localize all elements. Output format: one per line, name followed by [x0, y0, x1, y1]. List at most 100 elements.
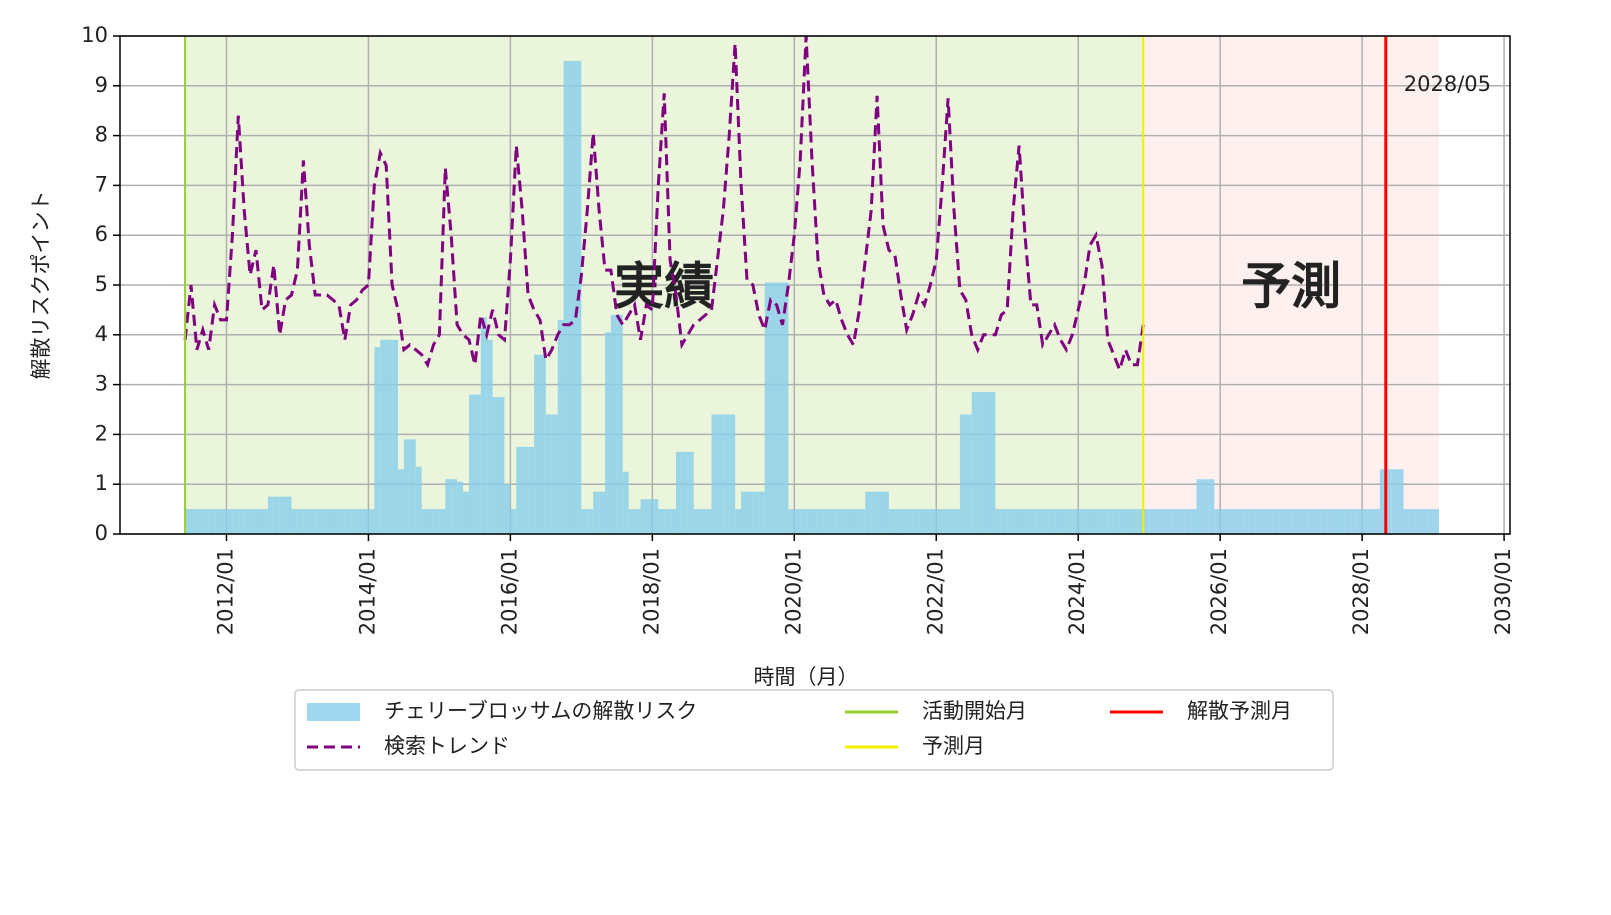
x-tick-label: 2018/01: [639, 548, 663, 635]
bar: [812, 509, 818, 534]
bar: [1326, 509, 1333, 534]
bar: [1427, 509, 1434, 534]
bar: [1297, 509, 1303, 534]
bar: [403, 439, 410, 534]
bar: [634, 509, 641, 534]
bar: [1267, 509, 1274, 534]
bar: [1190, 509, 1197, 534]
bar: [1308, 509, 1315, 534]
bar: [1184, 509, 1191, 534]
x-tick-label: 2020/01: [781, 548, 805, 635]
bar: [788, 509, 795, 534]
x-tick-label: 2026/01: [1207, 548, 1231, 635]
bar: [557, 319, 564, 534]
bar: [1137, 509, 1144, 534]
bar: [273, 496, 280, 534]
bar: [770, 282, 777, 534]
y-tick-label: 0: [95, 521, 108, 545]
bar: [214, 509, 221, 534]
bar: [794, 509, 801, 534]
bar: [1243, 509, 1250, 534]
y-tick-label: 4: [95, 322, 108, 346]
legend-label: 検索トレンド: [384, 734, 510, 758]
bar: [676, 451, 682, 534]
bar: [628, 509, 635, 534]
x-tick-label: 2022/01: [923, 548, 947, 635]
x-tick-label: 2014/01: [355, 548, 379, 635]
legend-label: 活動開始月: [922, 699, 1027, 723]
bar: [185, 509, 191, 534]
bar: [1285, 509, 1292, 534]
bar: [835, 509, 842, 534]
bar: [421, 509, 428, 534]
bar: [1344, 509, 1351, 534]
bar: [1314, 509, 1321, 534]
bar: [959, 414, 966, 534]
bar: [321, 509, 328, 534]
bar: [1214, 509, 1221, 534]
bar: [687, 451, 694, 534]
bar: [1054, 509, 1061, 534]
bar: [1232, 509, 1238, 534]
bar: [1131, 509, 1138, 534]
bar: [208, 509, 215, 534]
bar: [912, 509, 919, 534]
bar: [1084, 509, 1091, 534]
bar: [877, 491, 884, 534]
bar: [480, 317, 487, 534]
bar: [1048, 509, 1055, 534]
bar: [1178, 509, 1185, 534]
bar: [735, 509, 742, 534]
legend-label: チェリーブロッサムの解散リスク: [384, 699, 697, 723]
bar: [883, 491, 889, 534]
bar: [1320, 509, 1327, 534]
bar: [1125, 509, 1132, 534]
bar: [610, 314, 617, 534]
bar: [1007, 509, 1014, 534]
bar: [865, 491, 872, 534]
bar: [942, 509, 949, 534]
bar: [723, 414, 730, 534]
bar: [871, 491, 878, 534]
bar: [386, 339, 393, 534]
bar: [782, 282, 789, 534]
bar: [936, 509, 943, 534]
bar: [1379, 469, 1386, 534]
bar: [1373, 509, 1380, 534]
bar: [906, 509, 913, 534]
bar: [492, 397, 499, 534]
bar: [303, 509, 310, 534]
bar: [551, 414, 558, 534]
bar: [681, 451, 688, 534]
y-tick-label: 5: [95, 272, 108, 296]
bar: [1415, 509, 1422, 534]
bar: [1113, 509, 1120, 534]
bar: [392, 339, 398, 534]
bar: [894, 509, 901, 534]
bar: [516, 446, 523, 534]
bar: [522, 446, 529, 534]
y-tick-label: 9: [95, 73, 108, 97]
bar: [267, 496, 274, 534]
bar: [232, 509, 239, 534]
bar: [1350, 509, 1357, 534]
bar: [427, 509, 434, 534]
bar: [468, 394, 475, 534]
bar: [599, 491, 606, 534]
bar: [1226, 509, 1232, 534]
bar: [948, 509, 954, 534]
bar: [924, 509, 931, 534]
bar: [1072, 509, 1079, 534]
bar: [1302, 509, 1309, 534]
bar: [616, 314, 623, 534]
bar: [1202, 479, 1209, 534]
bar: [971, 392, 978, 534]
bar: [1273, 509, 1280, 534]
bar: [226, 509, 233, 534]
bar: [652, 499, 659, 534]
bar: [1155, 509, 1162, 534]
bar: [474, 394, 481, 534]
bar: [841, 509, 848, 534]
bar: [1403, 509, 1410, 534]
y-tick-label: 8: [95, 123, 108, 147]
